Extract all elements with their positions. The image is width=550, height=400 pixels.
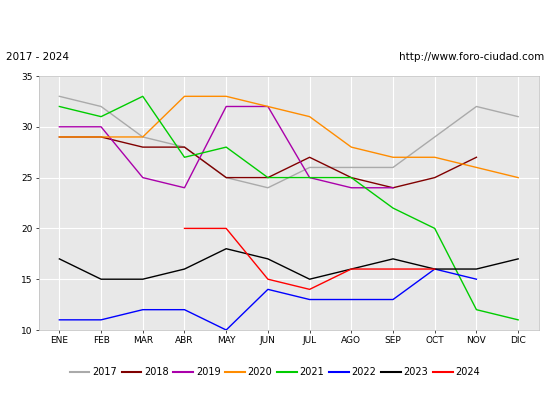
Text: http://www.foro-ciudad.com: http://www.foro-ciudad.com	[399, 52, 544, 62]
Text: 2017 - 2024: 2017 - 2024	[6, 52, 69, 62]
Legend: 2017, 2018, 2019, 2020, 2021, 2022, 2023, 2024: 2017, 2018, 2019, 2020, 2021, 2022, 2023…	[70, 367, 480, 377]
Text: Evolucion del paro registrado en Encinedo: Evolucion del paro registrado en Encined…	[128, 14, 422, 28]
